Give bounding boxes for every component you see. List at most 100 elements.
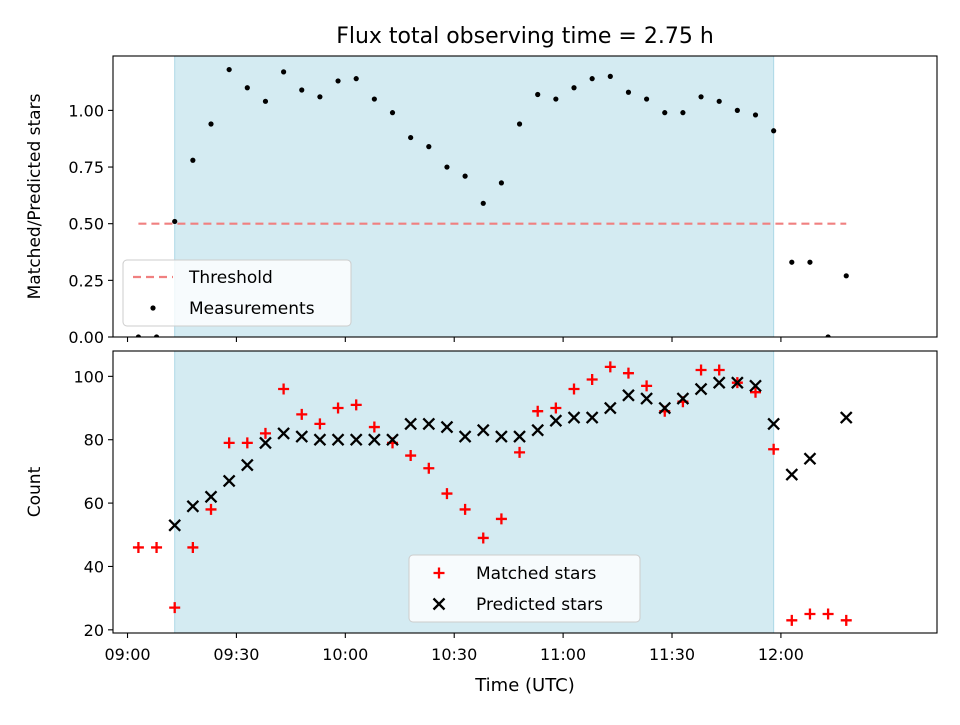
measurements-point [480,200,486,206]
measurements-point [553,96,559,102]
measurements-point [716,98,722,104]
measurements-point [644,96,650,102]
predicted-stars-point [404,417,417,431]
predicted-stars-point [277,427,290,440]
measurements-point [789,259,795,265]
legend: Threshold Measurements [122,259,352,327]
measurements-point [516,121,523,127]
matched-stars-point [350,399,362,411]
measurements-point [680,110,686,116]
measurements-point [607,73,613,79]
measurements-point [226,66,232,73]
chart-title: Flux total observing time = 2.75 h [336,24,714,49]
legend-matched-starsswatch [433,567,445,579]
y-tick-label: 100 [73,367,104,386]
predicted-stars-point [694,382,708,396]
x-tick-label: 11:00 [540,645,586,664]
predicted-stars-point [186,499,200,513]
measurements-point [153,334,160,337]
matched-stars-point [296,408,308,420]
measurements-point [244,85,250,91]
legend-threshold-label: Threshold [188,268,273,288]
predicted-stars-point [259,436,272,450]
plot-area [132,361,853,626]
measurements-point [389,110,396,116]
matched-stars-point [368,421,380,433]
predicted-stars-point [640,392,653,405]
predicted-stars-point [386,433,399,447]
predicted-stars-point [422,417,436,431]
measurements-point [589,76,595,82]
predicted-stars-point [295,430,309,443]
predicted-stars-point [513,430,526,443]
y-tick-label: 0.50 [68,215,104,234]
matched-stars-point [314,418,326,430]
predicted-stars-point [603,401,617,415]
predicted-stars-point [531,423,545,437]
x-tick-label: 10:00 [322,645,368,664]
measurements-point [371,96,377,102]
measurements-point [498,180,505,186]
y-tick-label: 0.75 [68,158,104,177]
matched-stars-point [586,374,598,386]
y-tick-label: 1.00 [68,101,104,120]
axes-frame [112,350,938,634]
measurements-point [335,78,341,84]
matched-stars-point [132,541,144,553]
measurements-point [208,121,214,127]
measurements-point [281,69,287,75]
y-tick-label: 20 [84,621,104,640]
measurements-point [172,218,178,225]
y-axis-label: Count [25,466,45,517]
matched-stars-point [713,364,725,376]
x-tick-label: 09:30 [213,645,259,664]
matched-stars-point [423,462,435,474]
x-tick-label: 09:00 [104,645,150,664]
measurements-point [734,107,740,113]
x-tick-label: 11:30 [649,645,695,664]
matched-stars-point [550,402,562,414]
legend-box [408,554,641,623]
matched-stars-point [768,443,780,455]
predicted-stars-point [622,389,635,402]
y-tick-label: 0.00 [68,328,104,347]
ratio-panel: 0.00 0.25 0.50 0.75 1.00 Matched/Predicted st… [25,55,938,347]
matched-stars-point [187,541,199,553]
matched-stars-point [405,450,417,462]
measurements-point [698,94,704,100]
matched-stars-point [804,608,816,620]
matched-stars-point [223,437,235,449]
x-tick-label: 12:00 [758,645,804,664]
y-tick-label: 0.25 [68,271,104,290]
count-panel: 20 40 60 80 100 09:00 09:30 10:00 10:30 11:00 11:3… [25,350,938,664]
measurements-point [426,144,432,150]
matched-stars-point [568,383,580,395]
predicted-stars-point [331,433,345,447]
matched-stars-point [441,488,453,500]
matched-stars-point [495,513,507,525]
measurements-point [571,85,577,91]
measurements-point [752,112,759,118]
measurements-point [825,334,831,337]
measurements-point [771,128,777,134]
predicted-stars-point [240,458,254,472]
matched-stars-point [604,361,616,373]
predicted-stars-point [168,518,182,532]
predicted-stars-point [313,433,327,447]
predicted-stars-point [222,474,236,488]
predicted-stars-point [785,468,799,481]
measurements-point [625,89,632,95]
matched-stars-point [695,364,707,376]
matched-stars-point [514,446,526,458]
predicted-stars-point [585,411,599,424]
predicted-stars-point [676,392,690,405]
measurements-point [135,334,142,337]
measurements-point [262,98,269,104]
matched-stars-point [278,383,290,395]
x-axis-label: Time (UTC) [474,675,575,696]
predicted-stars-point [549,414,563,428]
predicted-stars-point [839,411,853,424]
measurements-point [843,273,849,279]
